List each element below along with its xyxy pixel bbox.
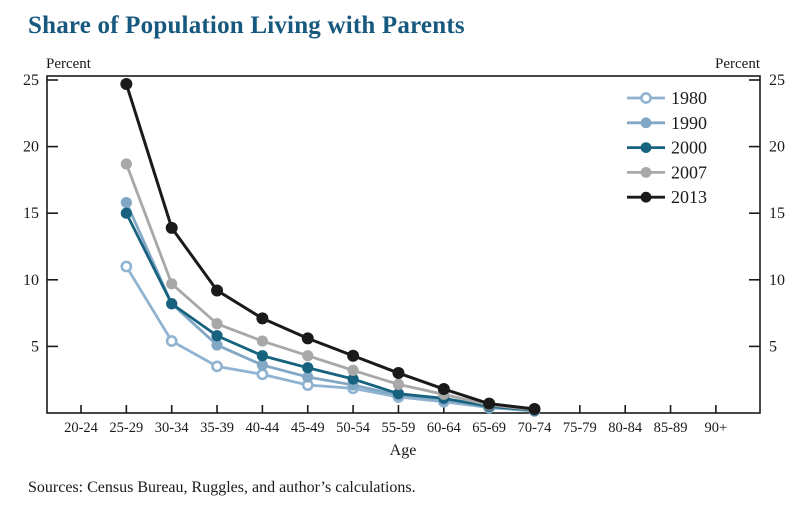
- legend-label-2007: 2007: [671, 162, 707, 182]
- marker-1980: [120, 260, 133, 273]
- legend-marker-2000: [640, 142, 652, 154]
- marker-2007: [120, 158, 132, 170]
- marker-2007: [302, 350, 314, 362]
- y-tick-label-left: 5: [31, 338, 39, 355]
- marker-2000: [120, 207, 132, 219]
- series-line-2000: [124, 211, 536, 412]
- marker-2000: [256, 350, 268, 362]
- legend-label-2013: 2013: [671, 187, 707, 207]
- marker-2013: [301, 332, 314, 345]
- marker-1990: [256, 359, 268, 371]
- y-tick-label-right: 20: [769, 139, 785, 156]
- legend-label-1990: 1990: [671, 113, 707, 133]
- y-axis-unit-right: Percent: [715, 56, 760, 72]
- plot-border: [46, 75, 761, 414]
- x-tick-label: 80-84: [608, 420, 643, 436]
- marker-2000: [302, 362, 314, 374]
- x-tick-label: 85-89: [654, 420, 688, 436]
- marker-2013: [483, 397, 496, 410]
- x-tick-label: 40-44: [245, 420, 280, 436]
- y-tick-label-right: 15: [769, 205, 785, 222]
- x-tick-label: 75-79: [563, 420, 597, 436]
- series-line-2013: [124, 82, 536, 411]
- legend-marker-2007: [640, 167, 652, 178]
- x-tick-label: 65-69: [472, 420, 506, 436]
- marker-1990: [211, 339, 223, 351]
- x-tick-label: 70-74: [518, 420, 553, 436]
- marker-2007: [392, 378, 405, 390]
- series-line-1990: [124, 201, 536, 412]
- marker-2000: [211, 330, 223, 342]
- x-tick-label: 90+: [705, 420, 728, 436]
- x-tick-label: 20-24: [64, 420, 99, 436]
- legend-marker-1980: [640, 92, 652, 104]
- series-line-1980: [124, 265, 536, 413]
- marker-1980: [165, 335, 178, 347]
- x-tick-label: 30-34: [155, 420, 190, 436]
- marker-2007: [166, 278, 178, 290]
- y-tick-label-left: 10: [23, 272, 39, 289]
- marker-2013: [120, 77, 133, 90]
- y-tick-label-left: 25: [23, 72, 39, 89]
- chart-title: Share of Population Living with Parents: [28, 12, 465, 39]
- marker-1980: [256, 368, 269, 381]
- y-tick-label-right: 25: [769, 72, 785, 89]
- marker-2013: [256, 312, 269, 325]
- marker-2007: [211, 318, 223, 330]
- marker-2000: [166, 298, 178, 310]
- marker-1990: [120, 196, 132, 209]
- marker-2007: [256, 335, 268, 347]
- marker-1980: [211, 360, 223, 373]
- x-tick-label: 35-39: [200, 420, 234, 436]
- marker-2000: [392, 388, 405, 400]
- marker-1990: [302, 371, 314, 383]
- x-tick-label: 55-59: [382, 420, 416, 436]
- marker-2013: [528, 403, 541, 416]
- x-tick-label: 60-64: [427, 420, 462, 436]
- y-tick-label-left: 15: [23, 205, 39, 222]
- x-tick-label: 25-29: [109, 420, 143, 436]
- legend-marker-1990: [640, 117, 652, 129]
- x-tick-label: 45-49: [291, 420, 325, 436]
- marker-2000: [347, 373, 359, 385]
- x-tick-label: 50-54: [336, 420, 371, 436]
- y-tick-label-left: 20: [23, 139, 39, 156]
- marker-2013: [392, 367, 405, 380]
- legend-label-2000: 2000: [671, 138, 707, 158]
- y-tick-label-right: 5: [769, 338, 777, 355]
- y-axis-unit-left: Percent: [46, 56, 91, 72]
- marker-2013: [347, 349, 360, 362]
- legend-marker-2013: [640, 191, 652, 203]
- marker-2013: [211, 284, 224, 297]
- legend-label-1980: 1980: [671, 88, 707, 108]
- marker-2013: [437, 383, 450, 396]
- series-line-2007: [124, 162, 536, 412]
- x-axis-title: Age: [389, 442, 417, 459]
- marker-2013: [165, 221, 178, 234]
- sources-note: Sources: Census Bureau, Ruggles, and aut…: [28, 479, 416, 496]
- y-tick-label-right: 10: [769, 272, 785, 289]
- marker-2007: [347, 364, 359, 376]
